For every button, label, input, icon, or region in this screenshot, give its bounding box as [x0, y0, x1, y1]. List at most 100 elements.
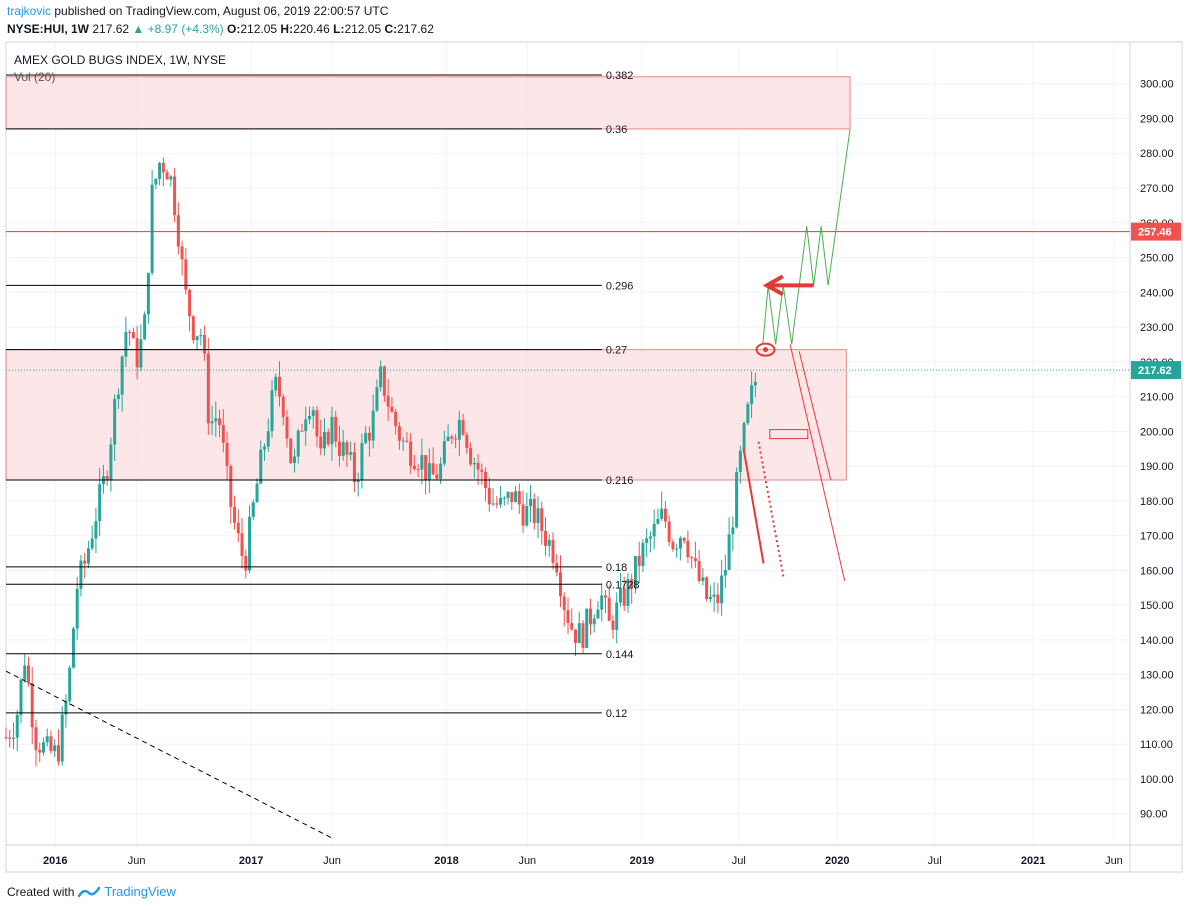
candle-body [630, 579, 634, 588]
candle-body [11, 737, 15, 739]
candle-body [379, 366, 383, 388]
candle-body [221, 425, 225, 443]
fib-levels-layer: 0.382 0.36 0.296 0.27 0.216 0.18 0.1728 0.144 0.… [6, 70, 640, 720]
author-link[interactable]: trajkovic [7, 4, 52, 18]
candle-body [248, 516, 252, 571]
candle-body [38, 749, 42, 753]
tradingview-brand[interactable]: TradingView [104, 884, 176, 899]
fib-label: 0.27 [606, 345, 627, 357]
time-tick-label: 2016 [43, 855, 67, 867]
candle-body [476, 463, 480, 470]
candle-body [281, 396, 285, 417]
time-tick-label: 2020 [825, 855, 849, 867]
candle-body [442, 440, 446, 464]
candle-body [150, 184, 154, 273]
fib-label: 0.144 [606, 649, 634, 661]
candle-body [577, 623, 581, 644]
candle-body [64, 701, 68, 715]
price-tick-label: 190.00 [1140, 461, 1174, 473]
warning-icons [769, 429, 809, 440]
candle-body [210, 421, 214, 424]
candle-body [439, 463, 443, 479]
candle-body [19, 679, 23, 715]
price-tick-label: 140.00 [1140, 635, 1174, 647]
candle-body [573, 629, 577, 644]
candle-body [660, 508, 664, 519]
candle-body [394, 411, 398, 427]
candle-body [116, 394, 120, 399]
time-tick-label: Jul [928, 855, 942, 867]
candle-body [79, 560, 83, 589]
symbol-label: NYSE:HUI, 1W [7, 22, 90, 36]
published-text: published on TradingView.com, August 06,… [54, 4, 389, 18]
time-tick-label: Jun [128, 855, 146, 867]
resistance-price-tag-bg [1131, 222, 1181, 241]
candle-body [521, 504, 525, 526]
candle-body [401, 440, 405, 442]
candle-body [693, 558, 697, 562]
down-projection-line [798, 351, 832, 481]
candle-body [158, 162, 162, 179]
down-arrow [742, 448, 765, 564]
candle-body [131, 332, 135, 339]
candle-body [375, 387, 379, 411]
candle-body [753, 381, 757, 386]
candle-body [90, 538, 94, 549]
candle-body [143, 314, 147, 340]
candle-body [480, 469, 484, 472]
candle-body [645, 538, 649, 544]
candle-body [203, 335, 207, 354]
candle-body [300, 430, 304, 432]
candle-body [416, 469, 420, 471]
candle-body [68, 667, 72, 702]
candle-body [296, 430, 300, 457]
candle-body [233, 506, 237, 523]
candle-body [667, 521, 671, 542]
candle-body [199, 335, 203, 337]
candle-body [53, 745, 57, 752]
candle-body [98, 484, 102, 522]
candle-body [424, 455, 428, 480]
time-tick-label: 2021 [1021, 855, 1045, 867]
low-label: L: [333, 22, 345, 36]
candle-body [596, 609, 600, 619]
candle-body [154, 178, 158, 185]
candle-body [165, 172, 169, 180]
candle-body [184, 259, 188, 290]
candle-body [86, 548, 90, 564]
candle-body [195, 336, 199, 341]
candle-body [581, 623, 585, 648]
candle-body [225, 442, 229, 466]
candle-body [218, 418, 222, 426]
candle-body [161, 162, 165, 173]
candle-body [675, 548, 679, 550]
time-tick-label: 2017 [239, 855, 263, 867]
candle-body [656, 518, 660, 524]
candle-body [570, 623, 574, 630]
fib-label: 0.382 [606, 70, 634, 82]
price-tick-label: 90.00 [1140, 809, 1168, 821]
candle-body [371, 410, 375, 441]
candle-body [326, 431, 330, 445]
candle-body [540, 508, 544, 532]
price-tick-label: 250.00 [1140, 253, 1174, 265]
candle-body [712, 594, 716, 597]
high-label: H: [280, 22, 294, 36]
price-axis: 90.00 100.00 110.00 120.00 130.00 140.00 150.0… [1131, 79, 1181, 821]
time-tick-label: Jul [732, 855, 746, 867]
close-label: C: [384, 22, 398, 36]
candle-body [592, 618, 596, 625]
candle-body [292, 456, 296, 463]
candle-body [173, 176, 177, 216]
candle-body [697, 561, 701, 581]
candle-body [566, 609, 570, 624]
candle-body [652, 523, 656, 537]
drawings-layer [5, 128, 1130, 839]
candle-body [240, 533, 244, 556]
candle-body [322, 431, 326, 449]
candle-body [356, 479, 360, 483]
candle-body [446, 436, 450, 441]
time-tick-label: Jun [1105, 855, 1123, 867]
candle-body [83, 560, 87, 564]
